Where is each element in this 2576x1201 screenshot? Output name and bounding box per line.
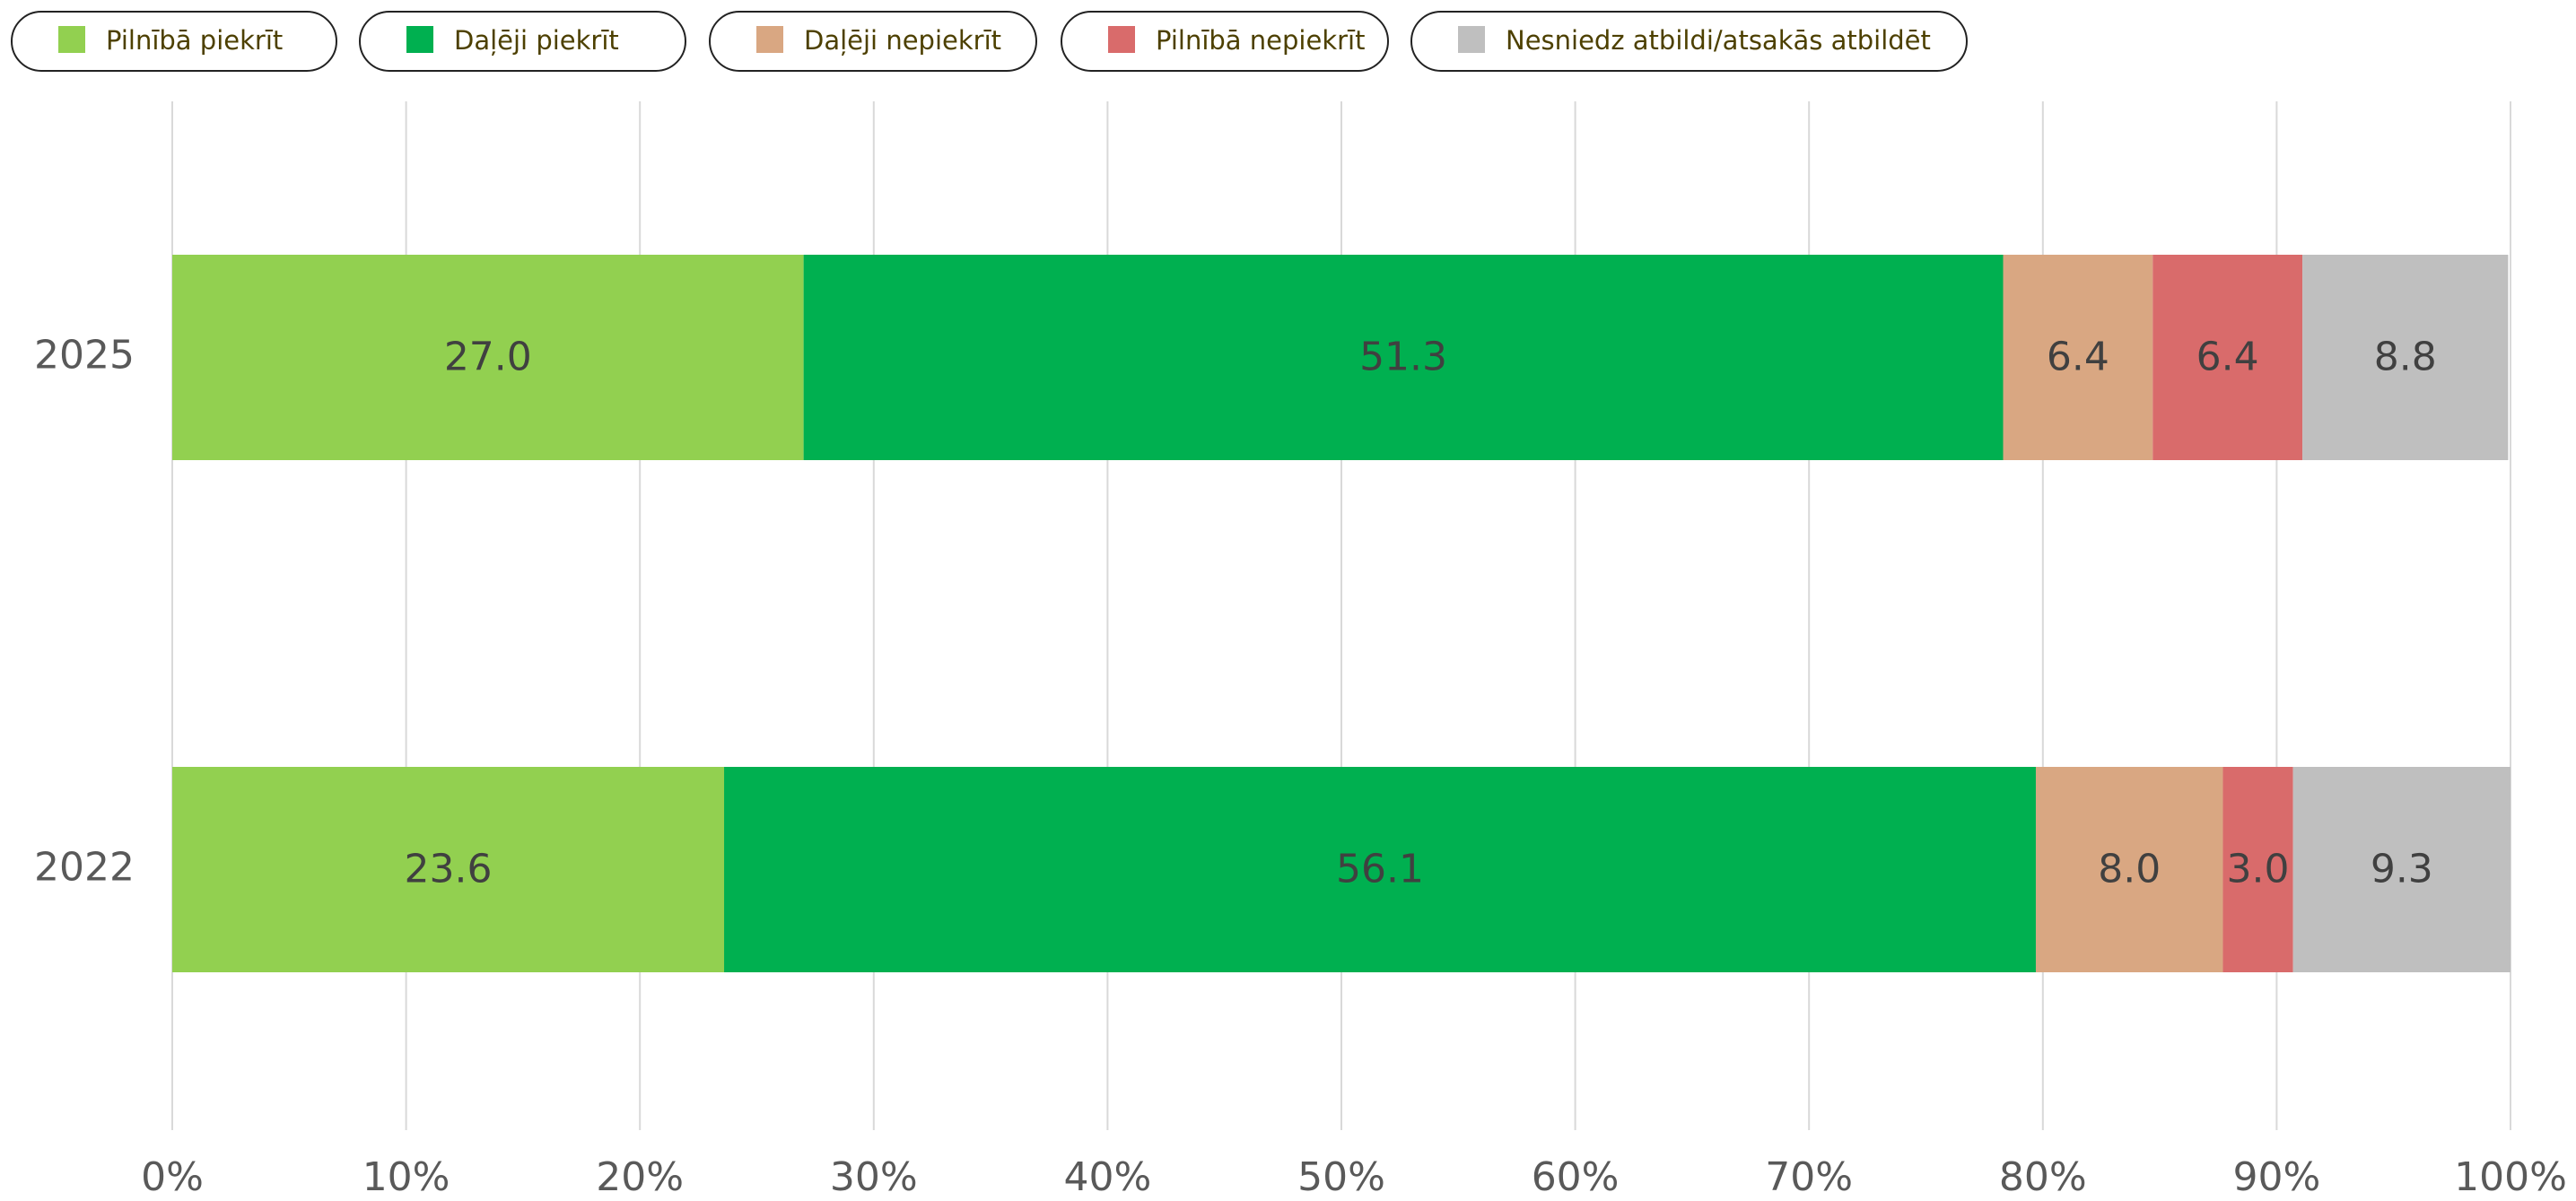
data-label: 9.3 [2371, 847, 2433, 892]
legend-swatch [1108, 26, 1135, 53]
bar-segment [803, 255, 2004, 460]
x-tick-label: 70% [1765, 1154, 1853, 1200]
x-tick-label: 80% [1999, 1154, 2087, 1200]
legend-swatch [58, 26, 85, 53]
x-tick-label: 30% [830, 1154, 918, 1200]
data-label: 6.4 [2196, 335, 2259, 380]
bar-segment [2003, 255, 2153, 460]
legend-swatch [406, 26, 433, 53]
bar-segment [2292, 767, 2511, 972]
x-tick-label: 50% [1297, 1154, 1385, 1200]
bar-segment [2302, 255, 2509, 460]
bar-segment [2222, 767, 2293, 972]
data-label: 6.4 [2047, 335, 2109, 380]
legend-item[interactable] [11, 11, 337, 72]
y-tick-label: 2022 [34, 845, 135, 891]
data-label: 8.0 [2098, 847, 2161, 892]
bar-segment [172, 767, 725, 972]
legend-label: Nesniedz atbildi/atsakās atbildēt [1506, 25, 1931, 56]
x-tick-label: 20% [596, 1154, 684, 1200]
x-tick-label: 100% [2454, 1154, 2567, 1200]
legend-item[interactable] [709, 11, 1037, 72]
x-tick-label: 90% [2233, 1154, 2321, 1200]
legend-item[interactable] [1410, 11, 1968, 72]
legend-label: Daļēji nepiekrīt [804, 25, 1001, 56]
legend-label: Daļēji piekrīt [454, 25, 619, 56]
data-label: 8.8 [2374, 335, 2437, 380]
data-label: 27.0 [444, 335, 532, 380]
x-tick-label: 60% [1532, 1154, 1620, 1200]
legend-swatch [1458, 26, 1485, 53]
bar-segment [2035, 767, 2223, 972]
bar-segment [2152, 255, 2303, 460]
legend-item[interactable] [1061, 11, 1389, 72]
data-label: 3.0 [2227, 847, 2290, 892]
x-tick-label: 10% [362, 1154, 450, 1200]
legend-swatch [756, 26, 783, 53]
legend-label: Pilnībā piekrīt [106, 25, 283, 56]
x-tick-label: 0% [141, 1154, 204, 1200]
legend-label: Pilnībā nepiekrīt [1156, 25, 1365, 56]
legend-item[interactable] [359, 11, 686, 72]
data-label: 51.3 [1359, 335, 1447, 380]
bar-segment [724, 767, 2036, 972]
y-tick-label: 2025 [34, 333, 135, 379]
bar-segment [172, 255, 804, 460]
x-tick-label: 40% [1064, 1154, 1152, 1200]
data-label: 23.6 [405, 847, 493, 892]
data-label: 56.1 [1336, 847, 1424, 892]
